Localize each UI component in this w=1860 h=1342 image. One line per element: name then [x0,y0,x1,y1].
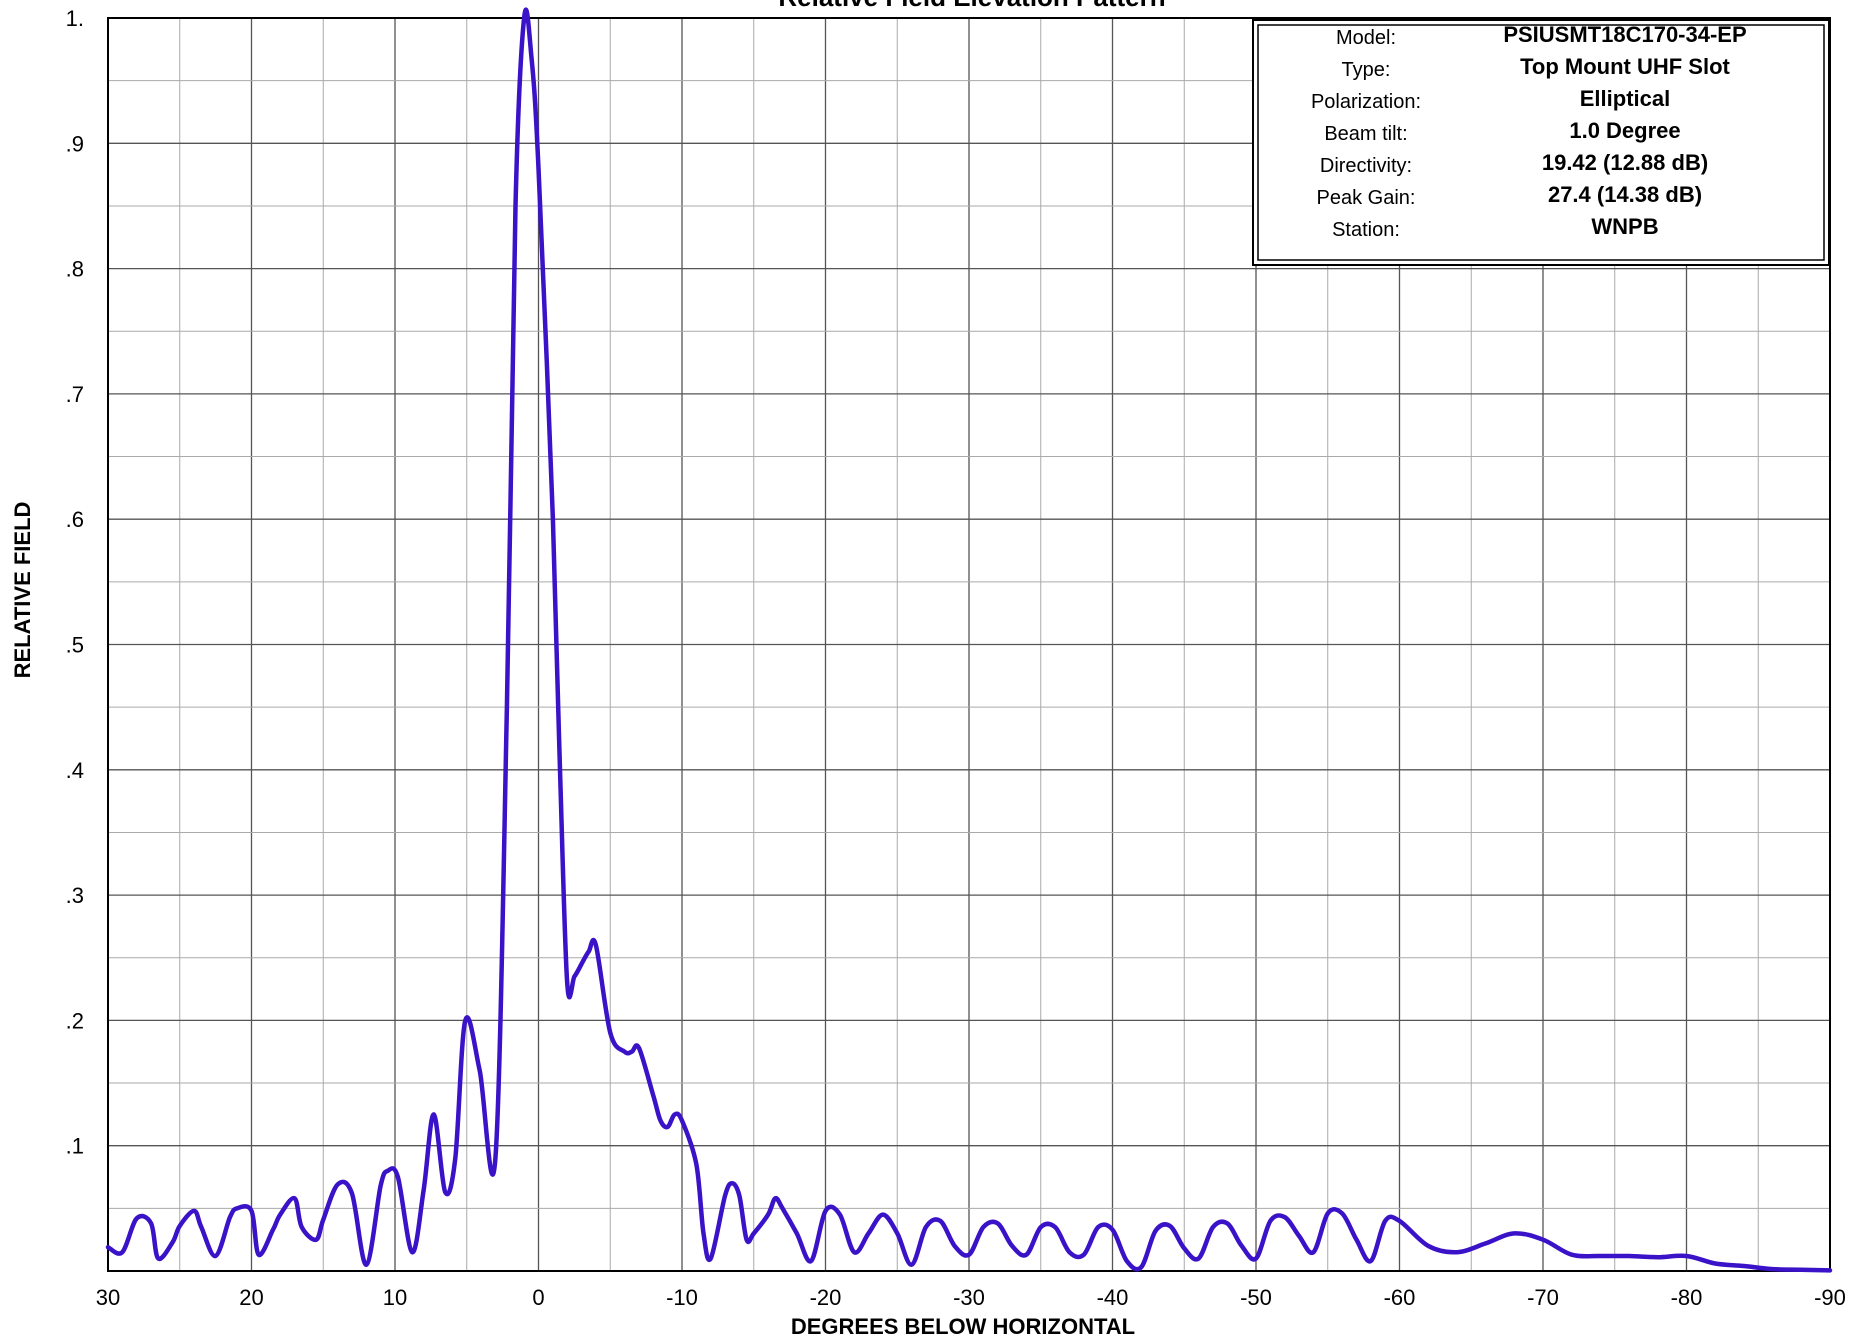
plot-grid [108,18,1830,1271]
info-box-rows: Model: PSIUSMT18C170-34-EP Type: Top Mount … [1311,22,1747,241]
x-tick-label: -70 [1527,1285,1559,1310]
y-tick-label: .6 [66,507,84,532]
info-label: Type: [1342,59,1391,81]
x-tick-label: 20 [239,1285,263,1310]
x-tick-label: -80 [1671,1285,1703,1310]
y-tick-label: .4 [66,758,84,783]
info-label: Directivity: [1320,155,1412,177]
info-value: 27.4 (14.38 dB) [1548,182,1702,207]
info-box-inner-border [1257,24,1825,261]
info-value: Top Mount UHF Slot [1520,54,1730,79]
info-value: WNPB [1591,214,1658,239]
y-tick-label: .8 [66,257,84,282]
x-tick-label: 10 [383,1285,407,1310]
info-value: Elliptical [1580,86,1670,111]
x-tick-label: -60 [1384,1285,1416,1310]
plot-frame [107,17,1831,1272]
info-label: Beam tilt: [1324,123,1407,145]
x-tick-label: -50 [1240,1285,1272,1310]
x-tick-label: -10 [666,1285,698,1310]
relative-field-line [105,7,1833,1273]
y-tick-label: .9 [66,131,84,156]
info-value: PSIUSMT18C170-34-EP [1503,22,1746,47]
info-value: 19.42 (12.88 dB) [1542,150,1708,175]
info-label: Peak Gain: [1317,187,1416,209]
x-axis-ticks: 30 20 10 0 -10 -20 -30 -40 -50 -60 -70 -80 -90 [96,1285,1846,1310]
x-tick-label: -90 [1814,1285,1846,1310]
y-tick-label: .1 [66,1134,84,1159]
x-tick-label: -20 [810,1285,842,1310]
info-value: 1.0 Degree [1569,118,1680,143]
x-tick-label: -40 [1097,1285,1129,1310]
y-tick-label: .3 [66,883,84,908]
chart-title: Relative Field Elevation Pattern [778,0,1165,12]
y-tick-label: 1. [66,6,84,31]
x-tick-label: 0 [532,1285,544,1310]
y-tick-label: .2 [66,1008,84,1033]
info-box: Model: PSIUSMT18C170-34-EP Type: Top Mount … [1252,19,1830,266]
info-label: Station: [1332,219,1400,241]
y-axis-label: RELATIVE FIELD [10,502,35,679]
info-label: Polarization: [1311,91,1421,113]
x-tick-label: 30 [96,1285,120,1310]
y-axis-ticks: .1 .2 .3 .4 .5 .6 .7 .8 .9 1. [66,6,84,1159]
x-tick-label: -30 [953,1285,985,1310]
info-box-outer-border [1252,19,1830,266]
info-label: Model: [1336,27,1396,49]
x-axis-label: DEGREES BELOW HORIZONTAL [791,1314,1135,1339]
y-tick-label: .5 [66,633,84,658]
y-tick-label: .7 [66,382,84,407]
